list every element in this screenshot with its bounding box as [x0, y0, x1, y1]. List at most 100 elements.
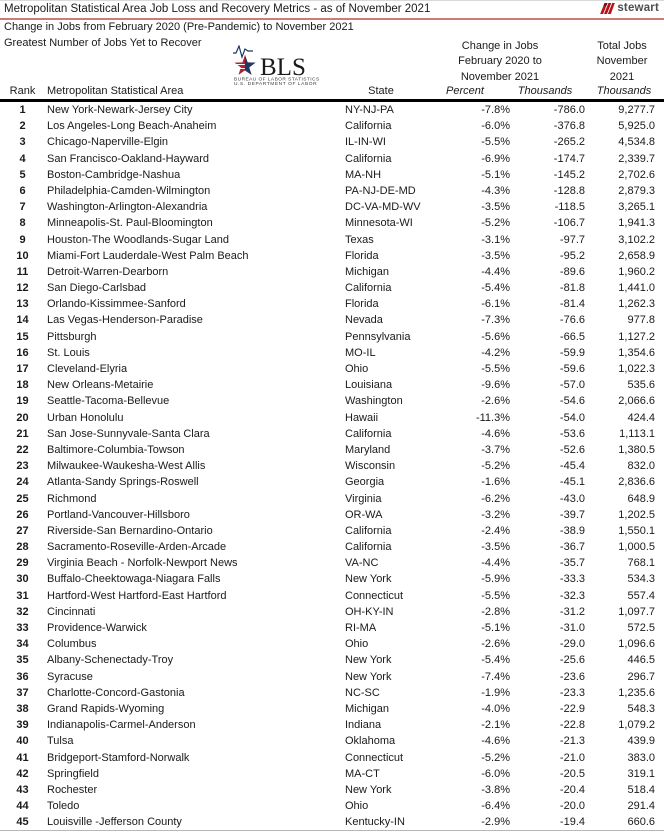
cell-percent: -6.0%: [481, 120, 510, 133]
cell-msa: Las Vegas-Henderson-Paradise: [47, 314, 203, 327]
table-row: 22 Baltimore-Columbia-Towson Maryland -3.7%…: [0, 442, 664, 458]
cell-change_thousands: -32.3: [559, 589, 585, 602]
cell-total_thousands: 1,380.5: [618, 443, 655, 456]
cell-msa: Virginia Beach - Norfolk-Newport News: [47, 557, 238, 570]
cell-percent: -5.2%: [481, 460, 510, 473]
cell-msa: New Orleans-Metairie: [47, 379, 154, 392]
cell-change_thousands: -23.3: [559, 686, 585, 699]
table-row: 1 New York-Newark-Jersey City NY-NJ-PA -7.8…: [0, 102, 664, 118]
cell-total_thousands: 660.6: [627, 816, 655, 829]
group-change-line-3: November 2021: [460, 70, 540, 83]
column-header-state: State: [368, 85, 394, 97]
cell-change_thousands: -59.6: [559, 363, 585, 375]
cell-rank: 22: [16, 443, 29, 456]
cell-total_thousands: 1,113.1: [619, 427, 655, 440]
cell-msa: Philadelphia-Camden-Wilmington: [47, 184, 211, 197]
cell-total_thousands: 535.6: [627, 379, 655, 392]
cell-state: California: [345, 524, 392, 537]
cell-total_thousands: 3,265.1: [618, 201, 655, 214]
cell-rank: 35: [16, 654, 29, 667]
cell-state: Michigan: [345, 702, 390, 715]
header-rule: [0, 99, 664, 102]
stewart-slashes-icon: [600, 2, 616, 14]
cell-msa: Atlanta-Sandy Springs-Roswell: [47, 476, 199, 489]
cell-total_thousands: 768.1: [627, 557, 655, 570]
cell-rank: 42: [16, 767, 29, 780]
table-row: 12 San Diego-Carlsbad California -5.4% -81.8…: [0, 280, 664, 296]
cell-msa: Toledo: [47, 800, 80, 813]
cell-percent: -7.3%: [481, 314, 510, 327]
cell-total_thousands: 1,262.3: [618, 298, 655, 311]
cell-msa: Baltimore-Columbia-Towson: [47, 443, 185, 456]
cell-state: NC-SC: [345, 686, 380, 699]
cell-msa: Springfield: [47, 767, 99, 780]
cell-percent: -5.5%: [481, 363, 510, 375]
cell-rank: 43: [16, 783, 29, 796]
cell-change_thousands: -76.6: [559, 314, 585, 327]
cell-rank: 45: [16, 816, 29, 829]
cell-rank: 15: [16, 330, 29, 343]
table-row: 8 Minneapolis-St. Paul-Bloomington Minneso…: [0, 215, 664, 231]
cell-rank: 2: [19, 120, 26, 133]
cell-msa: Louisville -Jefferson County: [47, 816, 182, 829]
cell-total_thousands: 1,235.6: [618, 686, 655, 699]
cell-percent: -7.8%: [481, 104, 510, 116]
cell-msa: Seattle-Tacoma-Bellevue: [47, 395, 170, 408]
cell-percent: -4.6%: [481, 735, 510, 748]
cell-percent: -5.4%: [481, 282, 510, 295]
cell-rank: 5: [19, 168, 26, 181]
cell-total_thousands: 5,925.0: [618, 120, 655, 133]
cell-state: Louisiana: [345, 379, 393, 392]
cell-total_thousands: 2,836.6: [618, 476, 655, 489]
cell-total_thousands: 1,941.3: [618, 217, 655, 230]
cell-rank: 26: [16, 508, 29, 521]
table-row: 42 Springfield MA-CT -6.0% -20.5 319.1: [0, 766, 664, 782]
cell-percent: -3.7%: [481, 443, 510, 456]
cell-change_thousands: -20.0: [559, 800, 585, 813]
cell-total_thousands: 1,097.7: [618, 605, 655, 618]
cell-state: Connecticut: [345, 589, 404, 602]
cell-percent: -5.2%: [481, 751, 510, 764]
cell-percent: -4.4%: [481, 265, 510, 278]
cell-rank: 39: [16, 719, 29, 732]
cell-change_thousands: -66.5: [559, 330, 585, 343]
table-body: 1 New York-Newark-Jersey City NY-NJ-PA -7.8…: [0, 102, 664, 832]
bls-logo: BLS BUREAU OF LABOR STATISTICS U.S. DEPA…: [231, 44, 325, 90]
cell-state: MO-IL: [345, 346, 376, 359]
group-change-line-2: February 2020 to: [458, 55, 542, 68]
cell-total_thousands: 1,127.2: [618, 330, 655, 343]
cell-msa: Chicago-Naperville-Elgin: [47, 136, 169, 149]
cell-msa: Miami-Fort Lauderdale-West Palm Beach: [47, 249, 249, 262]
cell-state: Texas: [345, 233, 374, 246]
cell-msa: Portland-Vancouver-Hillsboro: [47, 508, 190, 521]
cell-change_thousands: -95.2: [559, 249, 585, 262]
cell-change_thousands: -22.9: [559, 702, 585, 715]
cell-total_thousands: 319.1: [627, 767, 655, 780]
cell-state: OR-WA: [345, 508, 383, 521]
cell-msa: Syracuse: [47, 670, 93, 683]
cell-percent: -6.4%: [481, 800, 510, 813]
cell-rank: 13: [16, 298, 29, 311]
cell-percent: -4.4%: [481, 557, 510, 570]
table-row: 25 Richmond Virginia -6.2% -43.0 648.9: [0, 491, 664, 507]
table-row: 6 Philadelphia-Camden-Wilmington PA-NJ-DE-…: [0, 183, 664, 199]
cell-state: Pennsylvania: [345, 330, 411, 343]
table-row: 34 Columbus Ohio -2.6% -29.0 1,096.6: [0, 636, 664, 652]
cell-change_thousands: -36.7: [559, 541, 585, 554]
cell-change_thousands: -89.6: [559, 265, 585, 278]
cell-msa: Indianapolis-Carmel-Anderson: [47, 719, 196, 732]
cell-percent: -2.6%: [481, 395, 510, 408]
cell-msa: Albany-Schenectady-Troy: [47, 654, 174, 667]
cell-percent: -4.0%: [481, 702, 510, 715]
cell-percent: -3.2%: [481, 508, 510, 521]
cell-rank: 9: [19, 233, 26, 246]
cell-rank: 37: [16, 686, 29, 699]
cell-rank: 11: [16, 265, 29, 278]
cell-change_thousands: -174.7: [553, 152, 585, 165]
cell-change_thousands: -54.0: [559, 411, 585, 424]
cell-total_thousands: 548.3: [627, 702, 655, 715]
table-row: 35 Albany-Schenectady-Troy New York -5.4% -2…: [0, 652, 664, 668]
cell-rank: 10: [16, 249, 29, 262]
cell-msa: Grand Rapids-Wyoming: [47, 702, 165, 715]
